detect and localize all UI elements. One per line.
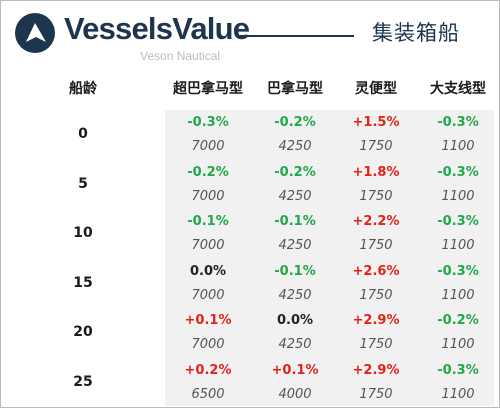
value-cell: 7000 <box>191 188 225 204</box>
age-label: 10 <box>73 225 93 241</box>
value-cell: 4250 <box>278 188 312 204</box>
column-header-panamax: 巴拿马型 <box>267 81 323 97</box>
value-cell: 1100 <box>441 337 475 352</box>
age-label: 25 <box>73 373 93 390</box>
value-cell: 4250 <box>278 337 312 352</box>
change-percent: -0.3% <box>437 115 479 130</box>
value-cell: 1750 <box>359 386 393 402</box>
change-percent: -0.2% <box>437 313 479 328</box>
value-cell: 6500 <box>191 386 225 402</box>
values-background <box>165 110 494 406</box>
change-percent: +0.2% <box>184 362 232 378</box>
change-percent: +0.1% <box>184 313 232 328</box>
brand-subtitle: Veson Nautical <box>140 49 221 63</box>
age-label: 15 <box>73 274 93 291</box>
change-percent: -0.2% <box>274 115 316 130</box>
change-percent: +0.1% <box>271 362 319 378</box>
column-header-feeder-max: 大支线型 <box>430 81 486 97</box>
change-percent: +2.9% <box>352 362 400 378</box>
value-cell: 1750 <box>359 337 393 352</box>
change-percent: 0.0% <box>276 313 314 328</box>
value-cell: 4250 <box>278 287 312 303</box>
change-percent: +2.9% <box>352 313 400 328</box>
column-header-handy: 灵便型 <box>355 81 397 97</box>
change-percent: 0.0% <box>189 263 227 279</box>
header: VesselsValue Veson Nautical 集装箱船 <box>0 0 500 72</box>
change-percent: +1.8% <box>352 164 400 180</box>
value-cell: 1100 <box>441 386 475 402</box>
value-cell: 1750 <box>359 139 393 154</box>
change-percent: -0.3% <box>437 362 479 378</box>
age-label: 5 <box>78 175 88 192</box>
change-percent: +1.5% <box>352 115 400 130</box>
change-percent: -0.3% <box>437 263 479 279</box>
value-cell: 4250 <box>278 139 312 154</box>
value-cell: 1100 <box>441 287 475 303</box>
value-cell: 1100 <box>441 188 475 204</box>
change-percent: -0.3% <box>187 115 229 130</box>
value-cell: 1750 <box>359 238 393 253</box>
value-cell: 1100 <box>441 238 475 253</box>
change-percent: +2.2% <box>352 214 400 229</box>
value-cell: 4250 <box>278 238 312 253</box>
change-percent: -0.2% <box>274 164 316 180</box>
value-cell: 1100 <box>441 139 475 154</box>
page-title: 集装箱船 <box>372 21 460 45</box>
change-percent: -0.3% <box>437 214 479 229</box>
value-cell: 4000 <box>278 386 312 402</box>
change-percent: -0.2% <box>187 164 229 180</box>
brand-name: VesselsValue <box>64 11 250 46</box>
change-percent: +2.6% <box>352 263 400 279</box>
change-percent: -0.3% <box>437 164 479 180</box>
value-cell: 7000 <box>191 139 225 154</box>
header-divider <box>238 35 354 37</box>
value-cell: 1750 <box>359 287 393 303</box>
change-percent: -0.1% <box>274 263 316 279</box>
column-header-post-panamax: 超巴拿马型 <box>173 81 243 97</box>
value-cell: 1750 <box>359 188 393 204</box>
value-cell: 7000 <box>191 337 225 352</box>
value-cell: 7000 <box>191 287 225 303</box>
vesselsvalue-logo-icon <box>15 13 55 53</box>
age-label: 20 <box>73 324 93 340</box>
value-cell: 7000 <box>191 238 225 253</box>
column-header-age: 船龄 <box>69 81 97 97</box>
change-percent: -0.1% <box>187 214 229 229</box>
age-label: 0 <box>78 126 88 142</box>
change-percent: -0.1% <box>274 214 316 229</box>
